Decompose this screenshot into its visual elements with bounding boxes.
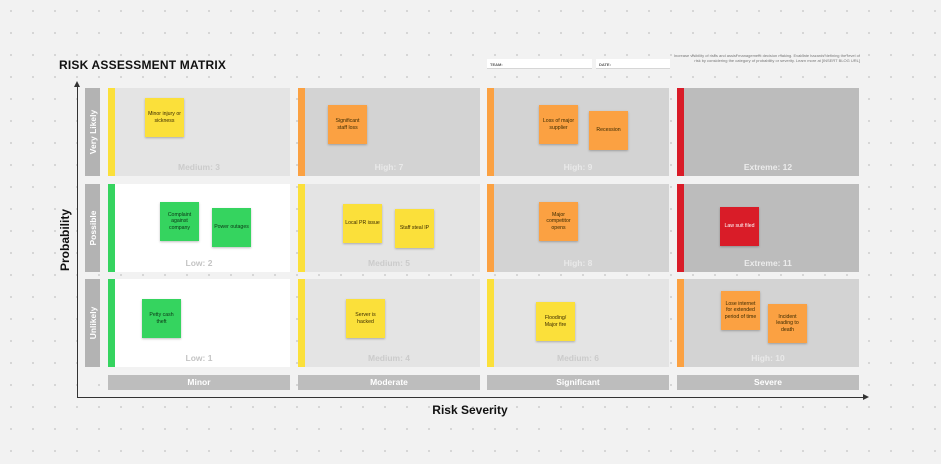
sticky-note[interactable]: Incident leading to death [768, 304, 807, 343]
sticky-note[interactable]: Significant staff loss [328, 105, 367, 144]
risk-level-bar [677, 184, 684, 272]
risk-level-bar [487, 279, 494, 367]
team-field-label: TEAM: [490, 62, 503, 67]
risk-level-bar [487, 184, 494, 272]
col-label-severe: Severe [677, 375, 859, 390]
row-label-very-likely: Very Likely [85, 88, 100, 176]
sticky-note[interactable]: Petty cash theft [142, 299, 181, 338]
matrix-cell[interactable]: Medium: 5 Local PR issue Staff steal IP [298, 184, 480, 272]
matrix-cell[interactable]: High: 10 Lose internet for extended perio… [677, 279, 859, 367]
cell-score: Extreme: 11 [744, 258, 792, 268]
sticky-note[interactable]: Complaint against company [160, 202, 199, 241]
date-field[interactable]: DATE: [596, 59, 670, 69]
matrix-cell[interactable]: Medium: 6 Flooding/ Major fire [487, 279, 669, 367]
sticky-note-text: Flooding/ Major fire [544, 315, 567, 328]
cell-score: Extreme: 12 [743, 162, 793, 172]
sticky-note-text: Significant staff loss [335, 118, 360, 131]
matrix-cell[interactable]: High: 8 Major competitor opens [487, 184, 669, 272]
matrix-cell[interactable]: Extreme: 12 [677, 88, 859, 176]
x-axis-label: Risk Severity [432, 403, 508, 417]
sticky-note-text: Recession [596, 127, 621, 134]
description: Increase visibility of risks and assist … [673, 53, 860, 63]
col-label-minor: Minor [108, 375, 290, 390]
risk-level-bar [677, 279, 684, 367]
sticky-note[interactable]: Minor injury or sickness [145, 98, 184, 137]
sticky-note-text: Major competitor opens [546, 212, 571, 231]
risk-level-bar [108, 279, 115, 367]
matrix-cell[interactable]: Low: 1 Petty cash theft [108, 279, 290, 367]
risk-level-bar [298, 279, 305, 367]
sticky-note-text: Server is hacked [355, 312, 376, 325]
row-label-possible: Possible [85, 184, 100, 272]
cell-score: High: 9 [563, 162, 593, 172]
sticky-note[interactable]: Loss of major supplier [539, 105, 578, 144]
risk-level-bar [108, 88, 115, 176]
row-label-text: Unlikely [87, 306, 98, 340]
sticky-note[interactable]: Law suit filed [720, 207, 759, 246]
matrix-cell[interactable]: High: 9 Loss of major supplier Recession [487, 88, 669, 176]
sticky-note[interactable]: Server is hacked [346, 299, 385, 338]
cell-score: High: 7 [374, 162, 404, 172]
sticky-note[interactable]: Lose internet for extended period of tim… [721, 291, 760, 330]
sticky-note-text: Minor injury or sickness [148, 111, 181, 124]
sticky-note-text: Lose internet for extended period of tim… [724, 301, 757, 320]
sticky-note-text: Loss of major supplier [542, 118, 575, 131]
matrix-cell[interactable]: Medium: 4 Server is hacked [298, 279, 480, 367]
y-axis-arrow [74, 81, 80, 397]
sticky-note[interactable]: Recession [589, 111, 628, 150]
matrix-cell[interactable]: Extreme: 11 Law suit filed [677, 184, 859, 272]
sticky-note-text: Incident leading to death [776, 314, 799, 333]
risk-level-bar [108, 184, 115, 272]
x-axis-arrow [77, 394, 869, 400]
row-label-text: Very Likely [87, 109, 98, 155]
sticky-note[interactable]: Major competitor opens [539, 202, 578, 241]
sticky-note-text: Local PR issue [345, 220, 380, 227]
sticky-note-text: Power outages [214, 224, 249, 231]
risk-level-bar [298, 184, 305, 272]
cell-score: Low: 2 [185, 258, 213, 268]
team-field[interactable]: TEAM: [487, 59, 592, 69]
sticky-note[interactable]: Local PR issue [343, 204, 382, 243]
risk-level-bar [298, 88, 305, 176]
cell-score: High: 10 [751, 353, 785, 363]
sticky-note[interactable]: Flooding/ Major fire [536, 302, 575, 341]
row-label-unlikely: Unlikely [85, 279, 100, 367]
sticky-note[interactable]: Staff steal IP [395, 209, 434, 248]
sticky-note-text: Complaint against company [167, 212, 192, 231]
cell-score: Medium: 3 [177, 162, 221, 172]
risk-level-bar [487, 88, 494, 176]
matrix-cell[interactable]: Medium: 3 Minor injury or sickness [108, 88, 290, 176]
page-title: RISK ASSESSMENT MATRIX [59, 58, 227, 72]
cell-score: Medium: 5 [367, 258, 411, 268]
sticky-note-text: Petty cash theft [149, 312, 174, 325]
cell-score: Low: 1 [185, 353, 213, 363]
col-label-moderate: Moderate [298, 375, 480, 390]
col-label-significant: Significant [487, 375, 669, 390]
matrix-cell[interactable]: High: 7 Significant staff loss [298, 88, 480, 176]
y-axis-label: Probability [58, 208, 72, 272]
risk-level-bar [677, 88, 684, 176]
row-label-text: Possible [87, 210, 98, 246]
cell-score: Medium: 4 [367, 353, 411, 363]
date-field-label: DATE: [599, 62, 611, 67]
sticky-note-text: Staff steal IP [399, 225, 430, 232]
cell-score: Medium: 6 [556, 353, 600, 363]
cell-score: High: 8 [563, 258, 593, 268]
sticky-note[interactable]: Power outages [212, 208, 251, 247]
matrix-cell[interactable]: Low: 2 Complaint against company Power out… [108, 184, 290, 272]
sticky-note-text: Law suit filed [724, 223, 755, 230]
